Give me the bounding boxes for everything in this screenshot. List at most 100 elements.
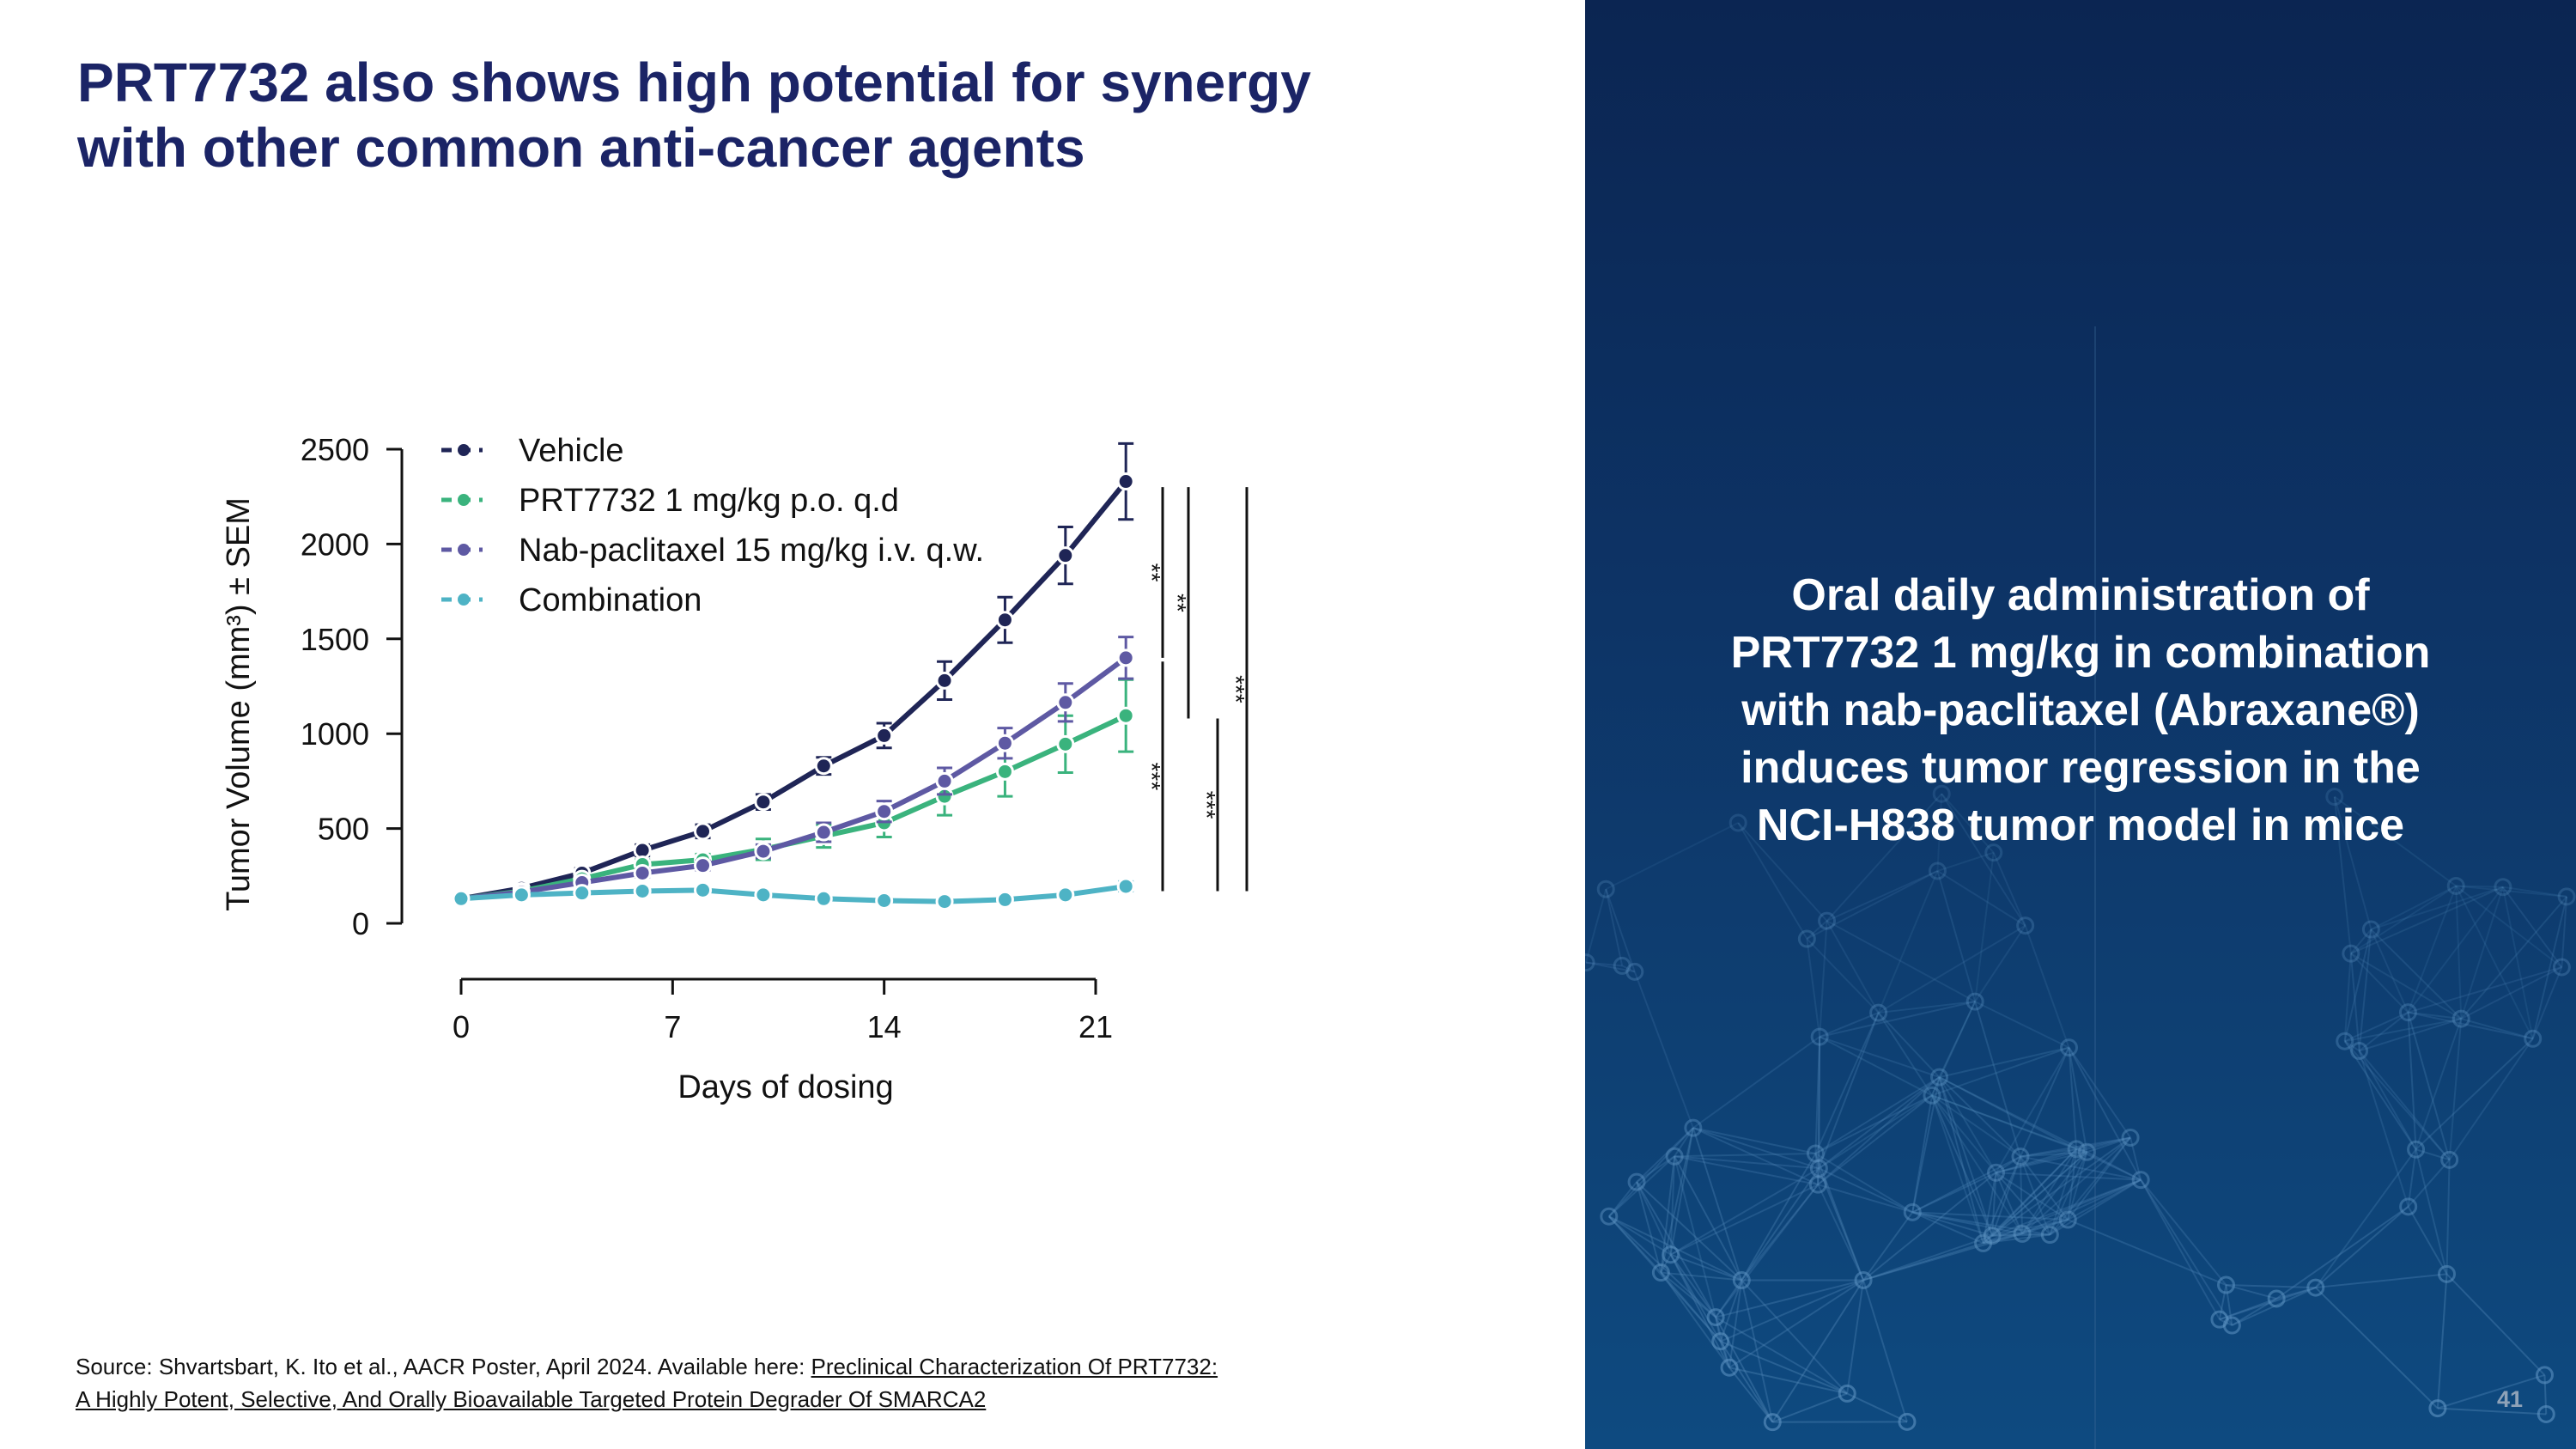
network-edge [2445, 1273, 2546, 1376]
network-edge [1806, 938, 1880, 1014]
network-edge [2140, 1179, 2221, 1320]
network-edge [2350, 953, 2409, 1014]
network-edge [1862, 1234, 1993, 1282]
source-link-line-2[interactable]: A Highly Potent, Selective, And Orally B… [76, 1386, 987, 1412]
data-point [452, 889, 471, 908]
network-node [2535, 1366, 2554, 1385]
slide-title-line-1: PRT7732 also shows high potential for sy… [77, 52, 1311, 113]
network-edge [1991, 1151, 2088, 1237]
network-background [1585, 326, 2576, 1449]
network-edge [2075, 1148, 2087, 1154]
data-point [633, 863, 652, 882]
network-edge [1938, 1076, 1997, 1173]
network-edge [1846, 1280, 1865, 1394]
network-node [1627, 1172, 1646, 1191]
network-edge [1814, 1012, 1880, 1154]
network-edge [2358, 1050, 2409, 1208]
data-point [814, 757, 833, 776]
network-edge [1862, 1172, 1997, 1282]
network-edge [1996, 1151, 2087, 1174]
network-edge [2501, 886, 2534, 1039]
network-edge [2408, 1011, 2462, 1020]
network-node [1600, 1207, 1619, 1226]
network-edge [2020, 1155, 2142, 1181]
network-edge [2344, 1018, 2462, 1043]
network-edge [1719, 1280, 1743, 1342]
significance-label-2: *** [1139, 763, 1165, 791]
network-node [1613, 956, 1631, 975]
network-edge [2067, 1219, 2227, 1286]
source-link-line-1[interactable]: Preclinical Characterization Of PRT7732: [811, 1354, 1218, 1379]
network-node [1732, 1271, 1751, 1290]
network-node [1808, 1175, 1827, 1194]
network-edge [2067, 1152, 2088, 1221]
network-node [1930, 1068, 1949, 1087]
data-point [754, 842, 773, 861]
network-edge [1741, 1279, 1848, 1395]
network-edge [1991, 1219, 2069, 1237]
network-edge [1877, 870, 1939, 1014]
legend-marker-1 [458, 494, 470, 506]
network-edge [1931, 1094, 1994, 1237]
network-edge [1817, 1037, 1821, 1185]
network-edge [1819, 921, 1828, 1038]
data-point [814, 823, 833, 842]
network-edge [1669, 1127, 1694, 1255]
network-node [2267, 1289, 2286, 1308]
network-edge [1911, 1211, 1984, 1245]
significance-label-0: ** [1139, 563, 1165, 582]
series-1 [452, 678, 1135, 908]
network-edge [1995, 1172, 2023, 1234]
network-edge [1931, 1094, 2077, 1150]
network-node [1585, 953, 1595, 972]
network-edge [1931, 1094, 2087, 1154]
legend-marker-3 [458, 594, 470, 606]
network-edge [1983, 1219, 2069, 1245]
series-2 [452, 636, 1135, 908]
network-edge [1936, 870, 2026, 927]
network-edge [1819, 1036, 1940, 1079]
network-edge [1660, 1271, 1716, 1318]
network-edge [1674, 1155, 1819, 1186]
network-node [2557, 887, 2576, 906]
data-point [512, 886, 531, 904]
network-edge [2350, 953, 2462, 1020]
network-node [2217, 1275, 2236, 1294]
network-edge [2370, 885, 2457, 930]
series-line-1 [460, 713, 1127, 902]
network-node [2013, 1224, 2032, 1243]
data-point [935, 671, 954, 690]
network-edge [1938, 1076, 1994, 1237]
network-edge [1741, 1280, 1774, 1422]
network-edge [1719, 1341, 1774, 1423]
network-edge [2408, 966, 2562, 1014]
network-node [2131, 1171, 2150, 1190]
network-edge [1991, 1136, 2131, 1237]
network-edge [2350, 886, 2504, 955]
network-edge [2455, 885, 2534, 1039]
network-edge [1741, 1184, 1820, 1282]
network-edge [2460, 886, 2504, 1020]
network-edge [2021, 1151, 2088, 1235]
legend-marker-2 [458, 544, 470, 556]
network-node [2552, 958, 2571, 977]
network-edge [1931, 1094, 1997, 1173]
network-edge [2024, 925, 2070, 1048]
network-edge [1995, 1172, 2069, 1221]
network-edge [2219, 1287, 2317, 1321]
data-point [1056, 734, 1075, 753]
network-edge [1728, 1280, 1743, 1368]
network-edge [1992, 852, 2026, 927]
network-edge [1692, 1127, 1816, 1154]
network-edge [1862, 1280, 1908, 1422]
network-edge [1608, 1215, 1716, 1318]
network-node [1898, 1412, 1917, 1431]
network-edge [1936, 870, 1977, 1002]
data-point [935, 892, 954, 911]
network-edge [1937, 851, 1995, 872]
network-edge [1674, 1127, 1694, 1157]
tumor-volume-chart: 0 500 1000 1500 2000 2500 0 7 14 21 Days of dosing… [221, 432, 1249, 1105]
network-edge [1931, 1095, 1984, 1244]
network-edge [2460, 966, 2562, 1020]
network-edge [1878, 1001, 1976, 1014]
